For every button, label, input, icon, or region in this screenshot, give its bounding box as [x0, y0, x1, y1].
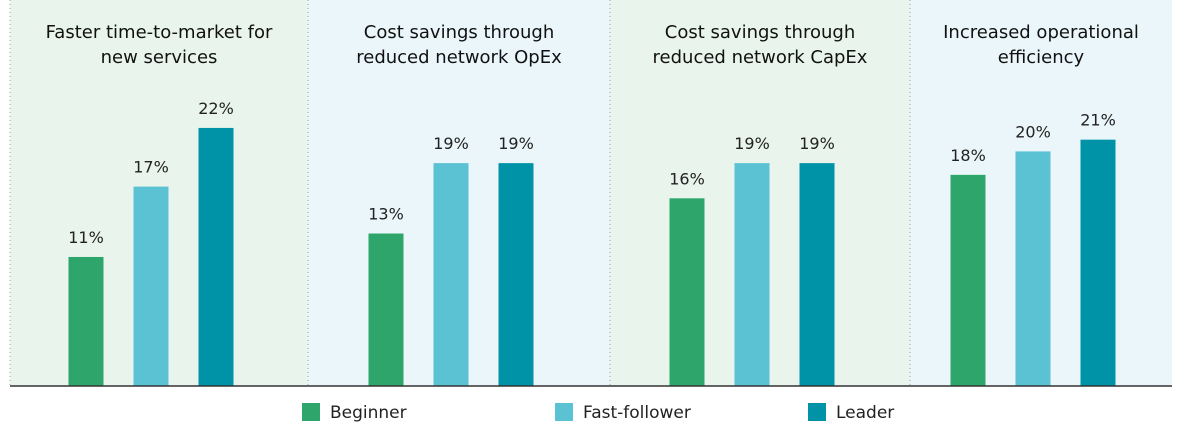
panel-title: Cost savings through reduced network Cap…: [652, 22, 868, 68]
bar: [1080, 139, 1116, 386]
legend-swatch: [555, 403, 573, 421]
value-label: 16%: [669, 169, 705, 188]
bar: [368, 233, 404, 386]
value-label: 18%: [950, 146, 986, 165]
value-label: 19%: [498, 134, 534, 153]
bar: [68, 256, 104, 386]
panel-title: Cost savings through reduced network OpE…: [356, 22, 562, 68]
value-label: 11%: [68, 228, 104, 247]
bar: [1015, 151, 1051, 386]
legend-swatch: [808, 403, 826, 421]
legend-label: Leader: [836, 403, 894, 423]
bar: [950, 174, 986, 386]
panel-title: Increased operational efficiency: [943, 22, 1139, 68]
bar: [799, 163, 835, 386]
panel-title: Faster time-to-market for new services: [45, 22, 273, 68]
bar: [669, 198, 705, 386]
value-label: 19%: [799, 134, 835, 153]
value-label: 22%: [198, 99, 234, 118]
bar: [133, 186, 169, 386]
bar: [198, 127, 234, 386]
bar: [433, 163, 469, 386]
bar: [734, 163, 770, 386]
value-label: 21%: [1080, 111, 1116, 130]
legend-swatch: [302, 403, 320, 421]
value-label: 20%: [1015, 122, 1051, 141]
value-label: 17%: [133, 158, 169, 177]
value-label: 19%: [433, 134, 469, 153]
legend-label: Beginner: [330, 403, 407, 423]
legend-label: Fast-follower: [583, 403, 691, 423]
value-label: 13%: [368, 205, 404, 224]
bar: [498, 163, 534, 386]
value-label: 19%: [734, 134, 770, 153]
